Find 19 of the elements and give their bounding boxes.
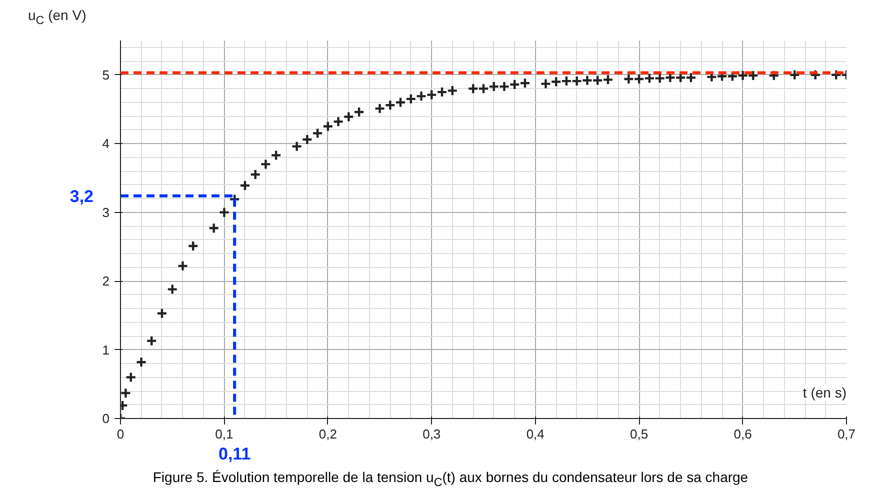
x-tick-label: 0,3 xyxy=(422,426,441,442)
x-tick-label: 0,2 xyxy=(318,426,337,442)
text: 3,2 xyxy=(70,186,94,206)
x-tick-label: 0,6 xyxy=(734,426,752,442)
y-tick-label: 1 xyxy=(102,342,110,358)
x-axis-title: t (en s) xyxy=(802,384,847,400)
x-tick-label: 0,1 xyxy=(215,426,234,442)
y-tick-label: 2 xyxy=(102,274,110,289)
y-tick-label: 0 xyxy=(102,411,110,426)
y-tick-label: 4 xyxy=(102,136,110,152)
text: 0,11 xyxy=(218,444,251,464)
y-axis-title: u$_{C}$ (en V) xyxy=(28,7,86,27)
text: Figure 5. Évolution temporelle de la tension u$_{C}$(t) aux bornes du condensateur lors de sa charge xyxy=(152,468,750,491)
x-tick-label: 0 xyxy=(116,426,124,442)
x-tick-label: 0,4 xyxy=(526,426,544,442)
y-tick-label: 3 xyxy=(102,204,110,220)
y-tick-label: 5 xyxy=(102,67,110,82)
x-tick-label: 0,7 xyxy=(837,426,856,442)
x-tick-label: 0,5 xyxy=(630,426,648,442)
